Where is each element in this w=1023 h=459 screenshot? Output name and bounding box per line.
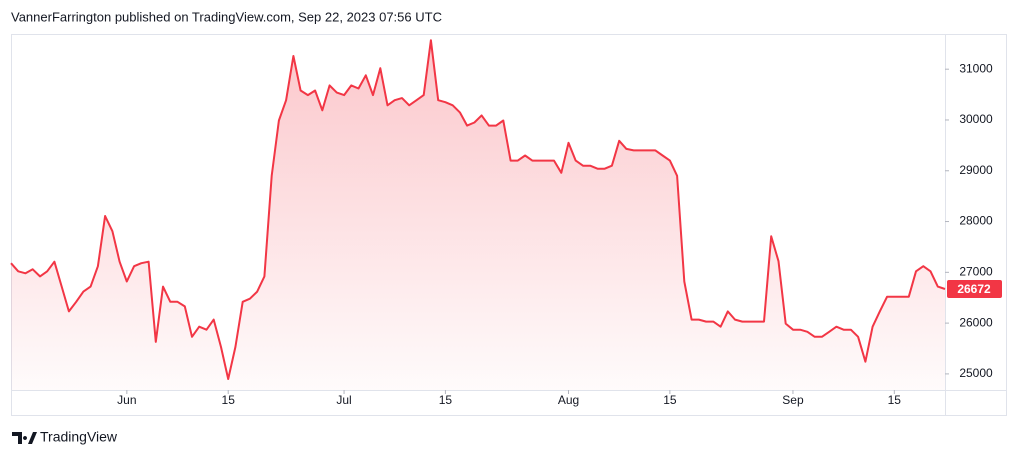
brand: TradingView bbox=[40, 429, 118, 445]
y-tick-label: 28000 bbox=[959, 214, 993, 228]
logo-mark bbox=[12, 432, 37, 444]
y-tick-label: 30000 bbox=[959, 112, 993, 126]
x-tick-label: Sep bbox=[782, 393, 804, 407]
last-price-label: 26672 bbox=[957, 282, 991, 296]
x-tick-label: 15 bbox=[663, 393, 677, 407]
x-tick-label: 15 bbox=[888, 393, 902, 407]
x-tick-label: 15 bbox=[222, 393, 236, 407]
y-tick-label: 29000 bbox=[959, 163, 993, 177]
y-tick-label: 26000 bbox=[959, 315, 993, 329]
y-tick-label: 31000 bbox=[959, 61, 993, 75]
price-line bbox=[10, 39, 946, 380]
x-tick-label: Jun bbox=[117, 393, 136, 407]
x-tick-label: Jul bbox=[336, 393, 351, 407]
y-tick-label: 25000 bbox=[959, 366, 993, 380]
last-price-tag bbox=[947, 279, 1002, 298]
x-tick-label: Aug bbox=[558, 393, 579, 407]
y-tick-label: 27000 bbox=[959, 265, 993, 279]
area-fill bbox=[11, 40, 945, 390]
logo bbox=[12, 432, 37, 444]
x-tick-label: 15 bbox=[439, 393, 453, 407]
chart-frame bbox=[11, 34, 1007, 416]
attribution: VannerFarrington published on TradingVie… bbox=[11, 9, 442, 24]
